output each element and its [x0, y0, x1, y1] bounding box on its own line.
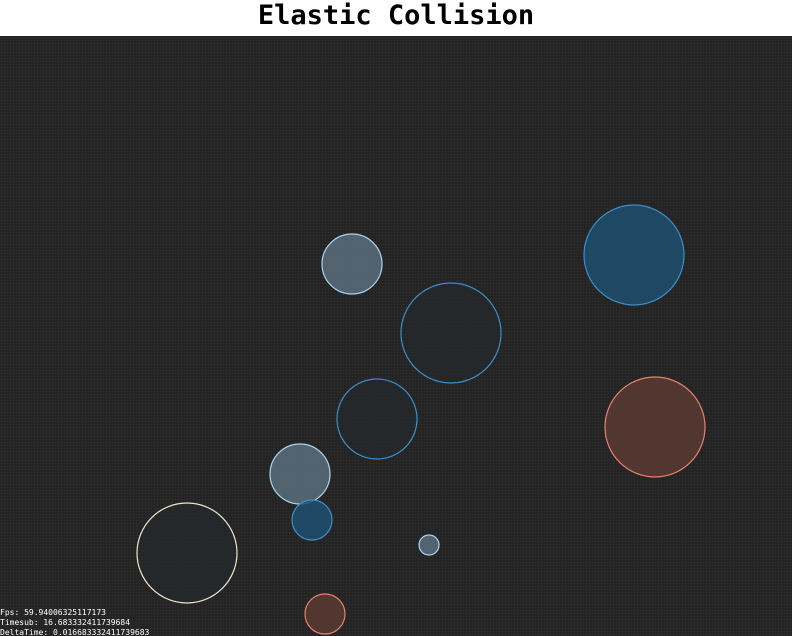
deltatime-readout: DeltaTime: 0.016683332411739683	[0, 628, 150, 636]
simulation-svg	[136, 204, 706, 635]
ball-light-blue-mid	[269, 443, 331, 505]
ball-medium-blue-outline	[336, 378, 418, 460]
ball-large-salmon	[604, 376, 706, 478]
ball-large-cream	[136, 502, 238, 604]
ball-light-blue-top	[321, 233, 383, 295]
timesub-readout: Timesub: 16.683332411739684	[0, 618, 131, 627]
fps-readout: Fps: 59.94006325117173	[0, 608, 106, 617]
ball-small-blue	[291, 499, 333, 541]
stats-overlay: Fps: 59.94006325117173 Timesub: 16.68333…	[0, 608, 149, 636]
ball-small-salmon	[304, 593, 346, 635]
simulation-canvas[interactable]: Fps: 59.94006325117173 Timesub: 16.68333…	[0, 36, 792, 636]
timesub-value: 16.683332411739684	[43, 618, 131, 627]
ball-large-blue-filled	[583, 204, 685, 306]
deltatime-value: 0.016683332411739683	[53, 628, 150, 636]
ball-tiny-light-blue	[418, 534, 440, 556]
ball-large-blue-outline	[400, 282, 502, 384]
fps-value: 59.94006325117173	[24, 608, 106, 617]
page-title: Elastic Collision	[257, 0, 535, 31]
